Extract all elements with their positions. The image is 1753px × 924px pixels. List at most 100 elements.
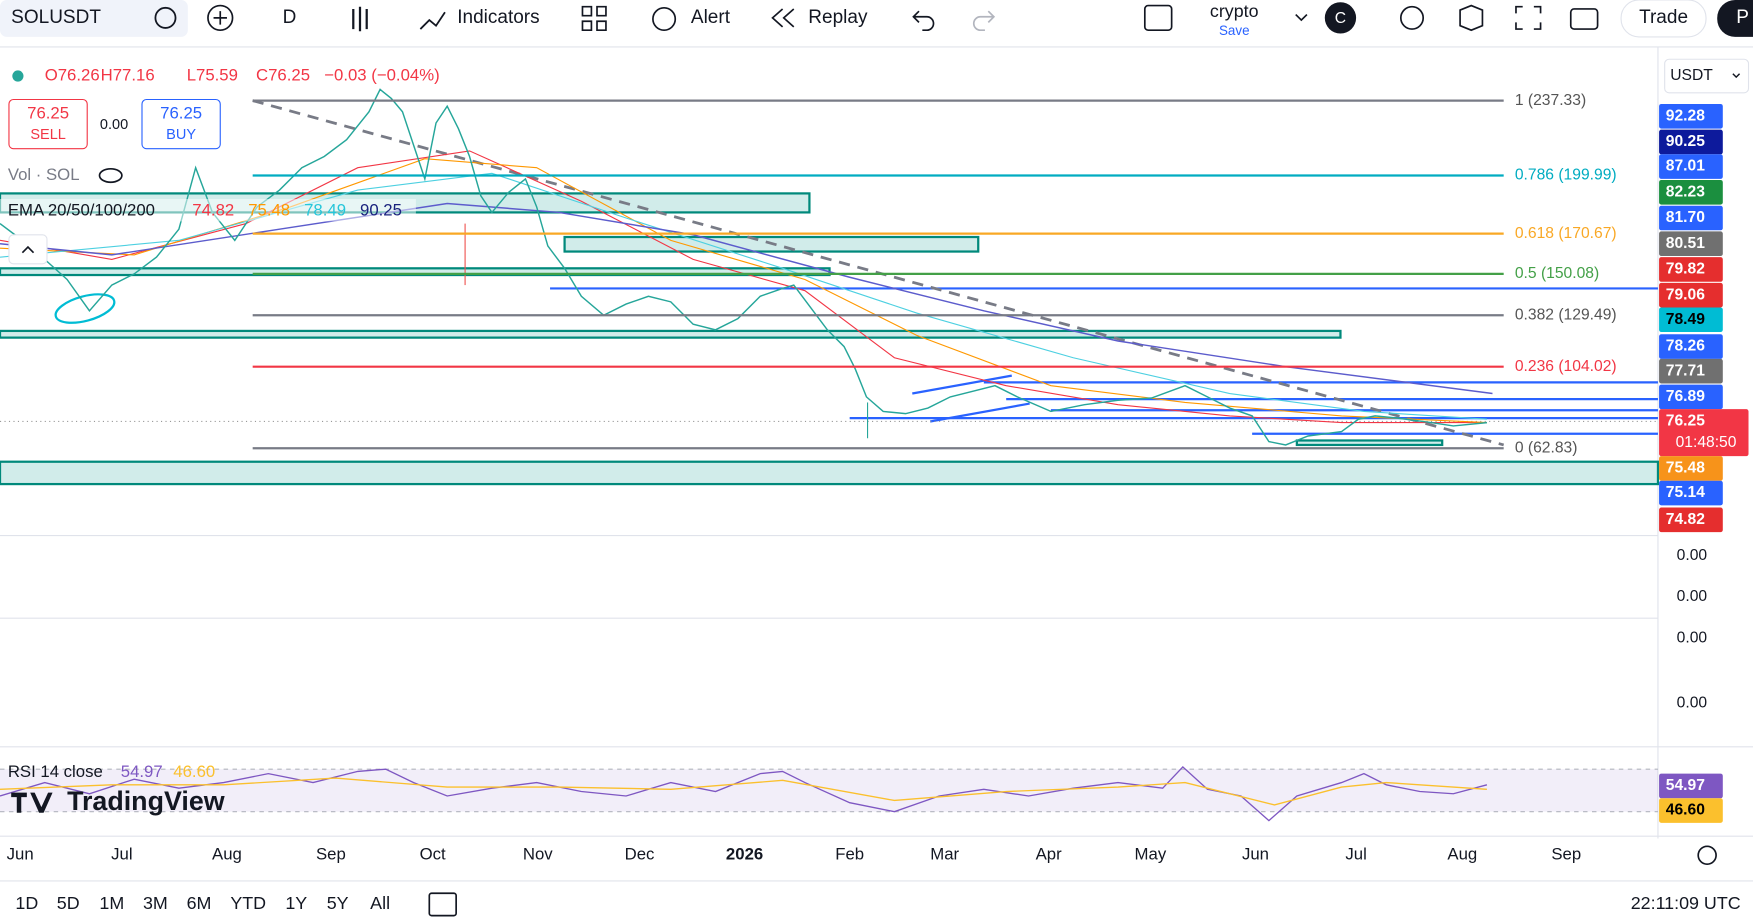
ohlc-legend: O76.26 H77.16 L75.59 C76.25 −0.03 (−0.04%) (45, 65, 440, 84)
price-label: 92.28 (1666, 107, 1705, 124)
chart-type-icon[interactable] (352, 6, 368, 32)
buy-label[interactable]: BUY (166, 127, 196, 143)
replay-button[interactable]: Replay (808, 7, 868, 28)
sell-price[interactable]: 76.25 (27, 103, 69, 122)
range-bar: 1D 5D 1M 3M 6M YTD 1Y 5Y All (15, 893, 390, 913)
price-tag (1659, 358, 1723, 384)
zones (0, 192, 1660, 486)
alert-button[interactable]: Alert (691, 7, 731, 28)
time-label: Dec (625, 845, 655, 864)
interval[interactable]: D (283, 7, 297, 28)
time-label: Aug (212, 845, 242, 864)
range-button[interactable]: YTD (230, 893, 266, 913)
price-label: 79.06 (1666, 286, 1705, 303)
fib-retracement: 1 (237.33) 0.786 (199.99) 0.618 (170.67) 0.… (252, 92, 1617, 456)
range-button[interactable]: 1Y (285, 893, 307, 913)
clock[interactable]: 22:11:09 UTC (1631, 893, 1741, 913)
quick-search[interactable] (1399, 5, 1425, 30)
trade-button-bg[interactable] (1620, 0, 1707, 38)
alert-icon[interactable] (652, 6, 677, 32)
trade-button[interactable]: Trade (1639, 7, 1688, 28)
sell-label[interactable]: SELL (30, 127, 66, 143)
symbol-icon[interactable] (154, 6, 177, 29)
date-range-button[interactable] (428, 892, 457, 917)
price-label: 75.48 (1666, 460, 1705, 477)
hide-icon[interactable] (98, 167, 123, 184)
price-tag (1659, 231, 1723, 257)
fib-label: 0 (62.83) (1515, 439, 1578, 456)
symbol[interactable]: SOLUSDT (11, 7, 101, 28)
time-axis: Jun Jul Aug Sep Oct Nov Dec 2026 Feb Mar Apr May Jun… (7, 845, 1582, 864)
circle-drawing (54, 293, 116, 324)
price-tag (1659, 154, 1723, 179)
layout-menu[interactable] (1295, 13, 1308, 22)
ema-legend: EMA 20/50/100/200 74.82 75.48 78.49 90.25 (0, 198, 416, 222)
avatar-letter[interactable]: C (1335, 10, 1346, 27)
range-button[interactable]: 5D (57, 893, 80, 913)
avatar[interactable] (1324, 2, 1357, 34)
time-label: Feb (835, 845, 864, 864)
publish-button[interactable] (1717, 0, 1753, 37)
time-label: Aug (1447, 845, 1477, 864)
symbol-box[interactable] (0, 0, 188, 37)
time-label: Jul (111, 845, 132, 864)
layout-save[interactable]: Save (1219, 23, 1250, 38)
range-button[interactable]: All (370, 893, 390, 913)
compare-button[interactable] (207, 4, 234, 32)
snapshot-button[interactable] (1569, 8, 1599, 30)
fib-label: 0.786 (199.99) (1515, 167, 1617, 184)
ohlc-value: H77.16 (101, 65, 155, 84)
axis-settings[interactable] (1697, 845, 1717, 866)
publish-label[interactable]: P (1736, 7, 1749, 28)
fib-label: 0.236 (104.02) (1515, 358, 1617, 375)
replay-icon[interactable] (771, 8, 795, 28)
ema-bg (0, 198, 416, 222)
range-button[interactable]: 1D (15, 893, 38, 913)
buy-price[interactable]: 76.25 (160, 103, 202, 122)
spread: 0.00 (100, 117, 128, 133)
price-label: 90.25 (1666, 133, 1705, 150)
fib-label: 1 (237.33) (1515, 92, 1586, 109)
range-button[interactable]: 5Y (327, 893, 349, 913)
templates-icon[interactable] (581, 5, 607, 32)
settings-button[interactable] (1459, 4, 1484, 32)
ohlc-value: C76.25 (256, 65, 310, 84)
currency[interactable]: USDT (1670, 67, 1713, 84)
range-button[interactable]: 6M (187, 893, 212, 913)
sell-button[interactable] (8, 98, 88, 150)
countdown: 01:48:50 (1676, 434, 1737, 451)
redo-button[interactable] (972, 10, 996, 32)
price-tag (1659, 179, 1723, 205)
range-button[interactable]: 1M (99, 893, 124, 913)
price-label: 81.70 (1666, 209, 1705, 226)
time-label: Apr (1036, 845, 1062, 864)
price-tag (1659, 257, 1723, 282)
time-label: Oct (420, 845, 446, 864)
price-label: 76.25 (1666, 413, 1705, 430)
fullscreen-button[interactable] (1515, 5, 1542, 30)
rsi-label: RSI 14 close (8, 762, 103, 781)
currency-select[interactable] (1664, 58, 1750, 94)
logo-mark (11, 792, 53, 813)
undo-button[interactable] (912, 10, 935, 32)
ema-value: 90.25 (360, 201, 402, 220)
time-label: Jul (1345, 845, 1366, 864)
pane-label: 0.00 (1677, 547, 1708, 564)
indicators-icon[interactable] (419, 11, 446, 30)
buy-button[interactable] (141, 98, 221, 150)
fib-label: 0.618 (170.67) (1515, 225, 1617, 242)
collapse-button[interactable] (8, 234, 48, 265)
time-label: Nov (523, 845, 553, 864)
layout-button[interactable] (1143, 4, 1173, 32)
fib-label: 0.5 (150.08) (1515, 265, 1599, 282)
indicators-button[interactable]: Indicators (457, 7, 539, 28)
price-label: 77.71 (1666, 362, 1705, 379)
range-button[interactable]: 3M (143, 893, 168, 913)
toolbar (0, 0, 1753, 47)
logo: TradingView (67, 786, 225, 816)
price-tag (1659, 480, 1723, 506)
price-tag (1659, 307, 1723, 333)
plus-icon (213, 11, 227, 25)
layout-name[interactable]: crypto (1210, 1, 1259, 21)
